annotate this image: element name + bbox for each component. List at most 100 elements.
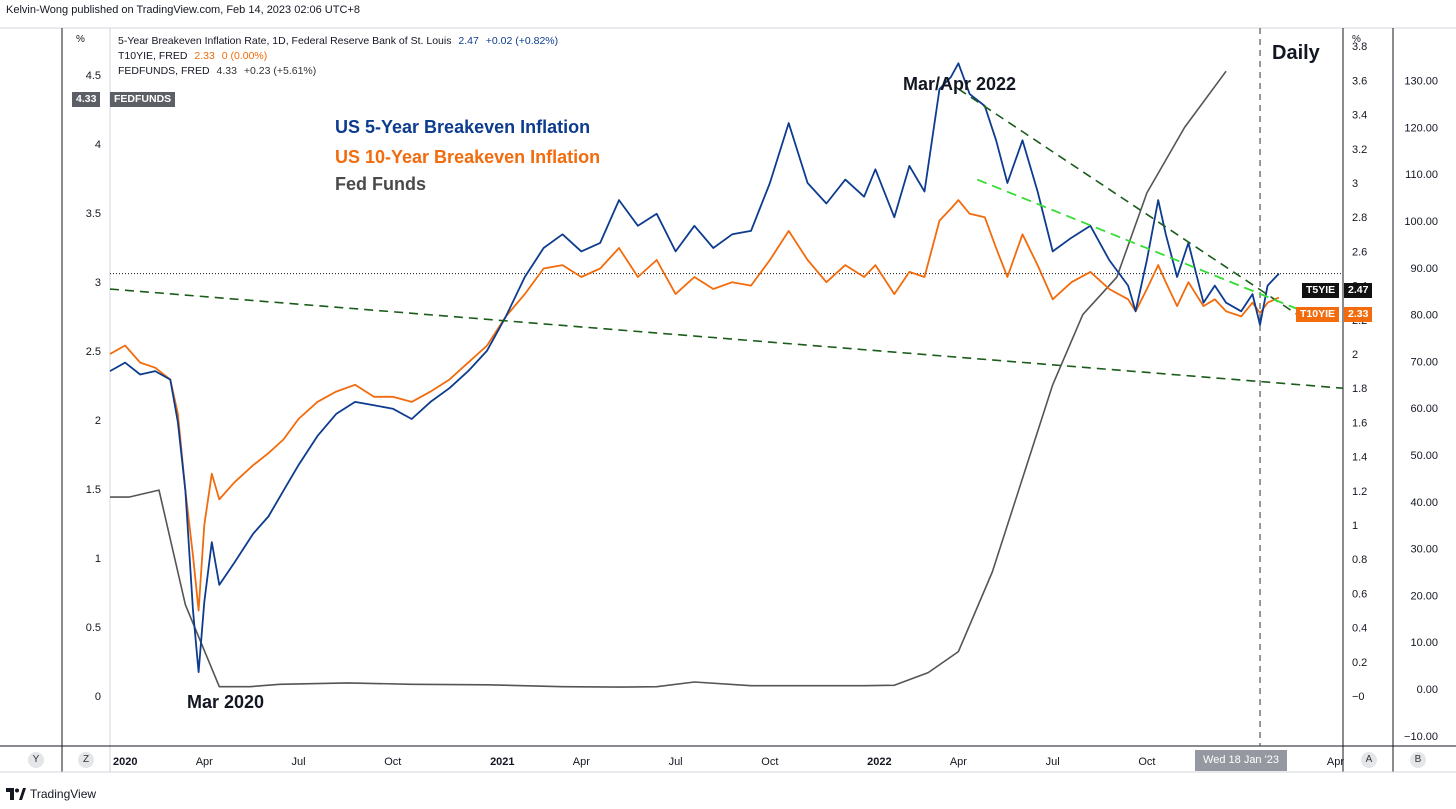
time-tick-label: 2020 [113,756,137,768]
legend-value: 2.33 [194,50,215,62]
axis-tick-label: 4 [95,139,101,151]
title-fed-funds: Fed Funds [335,174,426,194]
fedfunds-series-line [110,70,1227,688]
time-tick-label: Oct [761,756,778,768]
axis-tick-label: 0.8 [1352,554,1367,566]
time-tick-label: Apr [950,756,967,768]
series-legend: 5-Year Breakeven Inflation Rate, 1D, Fed… [118,34,558,79]
axis-tick-label: 0.2 [1352,657,1367,669]
axis-tick-label: 50.00 [1410,450,1438,462]
axis-tick-label: 2 [1352,349,1358,361]
axis-a-button[interactable]: A [1361,752,1377,768]
axis-tick-label: 80.00 [1410,310,1438,322]
secondary-resistance-trendline[interactable] [976,178,1325,321]
t10yie-name-badge: T10YIE [1296,307,1340,322]
axis-tick-label: 0.4 [1352,623,1367,635]
legend-row-t5[interactable]: 5-Year Breakeven Inflation Rate, 1D, Fed… [118,34,558,49]
mid-price-axis[interactable]: %3.83.63.43.232.82.62.42.221.81.61.41.21… [1352,34,1367,703]
t5yie-name-badge: T5YIE [1302,283,1340,298]
axis-tick-label: 1 [95,553,101,565]
left-price-axis[interactable]: % 4.5 4 3.5 3 2.5 2 1.5 1 0.5 0 [76,34,101,703]
axis-tick-label: 2.6 [1352,246,1367,258]
axis-tick-label: 100.00 [1404,216,1438,228]
time-tick-label: Oct [384,756,401,768]
time-tick-label: Apr [1327,756,1344,768]
chart-frame [0,27,1456,773]
axis-tick-label: 4.5 [86,70,101,82]
axis-tick-label: 3.4 [1352,110,1367,122]
axis-tick-label: 2.8 [1352,212,1367,224]
tradingview-brand: TradingView [30,787,97,801]
axis-tick-label: 0.6 [1352,588,1367,600]
axis-tick-label: 130.00 [1404,76,1438,88]
time-tick-label: Jul [669,756,683,768]
legend-name: T10YIE, FRED [118,50,188,62]
legend-change: 0 (0.00%) [221,50,268,62]
axis-tick-label: 1.5 [86,484,101,496]
title-10y-breakeven: US 10-Year Breakeven Inflation [335,147,601,167]
t10yie-series-line [109,199,1280,612]
t10yie-price-badge: 2.33 [1344,307,1373,322]
time-tick-label: Jul [292,756,306,768]
axis-tick-label: −10.00 [1404,731,1438,743]
axis-tick-label: 2.5 [86,346,101,358]
series-layer [109,28,1343,746]
time-tick-label: 2022 [867,756,891,768]
time-tick-label: 2021 [490,756,514,768]
axis-tick-label: 1 [1352,520,1358,532]
t5yie-series-line [109,62,1280,673]
legend-row-t10[interactable]: T10YIE, FRED 2.33 0 (0.00%) [118,49,558,64]
publisher-line: Kelvin-Wong published on TradingView.com… [6,4,360,16]
time-axis[interactable]: 2020 Apr Jul Oct 2021 Apr Jul Oct 2022 Apr Jul Oct A… [113,756,1344,768]
time-tick-label: Apr [573,756,590,768]
mid-axis-unit: % [1352,34,1361,45]
time-tick-label: Apr [196,756,213,768]
title-5y-breakeven: US 5-Year Breakeven Inflation [335,117,591,137]
trendlines-layer[interactable] [109,88,1344,389]
axis-tick-label: 0.5 [86,622,101,634]
tradingview-logo-icon [6,788,26,800]
axis-y-button[interactable]: Y [28,752,44,768]
legend-change: +0.23 (+5.61%) [243,65,317,77]
legend-name: 5-Year Breakeven Inflation Rate, 1D, Fed… [118,35,452,47]
axis-tick-label: 120.00 [1404,122,1438,134]
axis-tick-label: 1.8 [1352,383,1367,395]
axis-tick-label: 3 [95,277,101,289]
axis-tick-label: 30.00 [1410,544,1438,556]
crosshair-date-badge: Wed 18 Jan '23 [1195,750,1287,771]
fedfunds-name-badge: FEDFUNDS [110,92,176,107]
axis-tick-label: 3 [1352,178,1358,190]
axis-tick-label: 3.6 [1352,75,1367,87]
annotation-mar-apr-2022: Mar/Apr 2022 [903,74,1017,94]
right-price-axis[interactable]: 130.00 120.00 110.00 100.00 90.00 80.00 70.00 6… [1404,76,1438,743]
long-support-trendline[interactable] [109,288,1344,389]
axis-tick-label: 40.00 [1410,497,1438,509]
main-resistance-trendline[interactable] [957,88,1306,321]
axis-tick-label: 2 [95,415,101,427]
axis-tick-label: 70.00 [1410,356,1438,368]
annotation-mar-2020: Mar 2020 [187,692,265,712]
axis-tick-label: −0 [1352,691,1365,703]
time-tick-label: Oct [1138,756,1155,768]
legend-name: FEDFUNDS, FRED [118,65,210,77]
axis-tick-label: 0 [95,691,101,703]
tradingview-logo[interactable]: TradingView [6,787,96,801]
axis-tick-label: 3.8 [1352,41,1367,53]
axis-tick-label: 20.00 [1410,590,1438,602]
axis-tick-label: 60.00 [1410,403,1438,415]
legend-row-fedfunds[interactable]: FEDFUNDS, FRED 4.33 +0.23 (+5.61%) [118,64,558,79]
axis-tick-label: 1.6 [1352,417,1367,429]
fedfunds-price-badge: 4.33 [72,92,101,107]
legend-value: 2.47 [458,35,479,47]
axis-b-button[interactable]: B [1410,752,1426,768]
axis-tick-label: 90.00 [1410,263,1438,275]
axis-tick-label: 1.4 [1352,452,1367,464]
timeframe-label: Daily [1272,42,1320,64]
legend-value: 4.33 [216,65,237,77]
axis-z-button[interactable]: Z [78,752,94,768]
time-tick-label: Jul [1046,756,1060,768]
axis-tick-label: 1.2 [1352,486,1367,498]
axis-tick-label: 10.00 [1410,637,1438,649]
legend-change: +0.02 (+0.82%) [485,35,559,47]
